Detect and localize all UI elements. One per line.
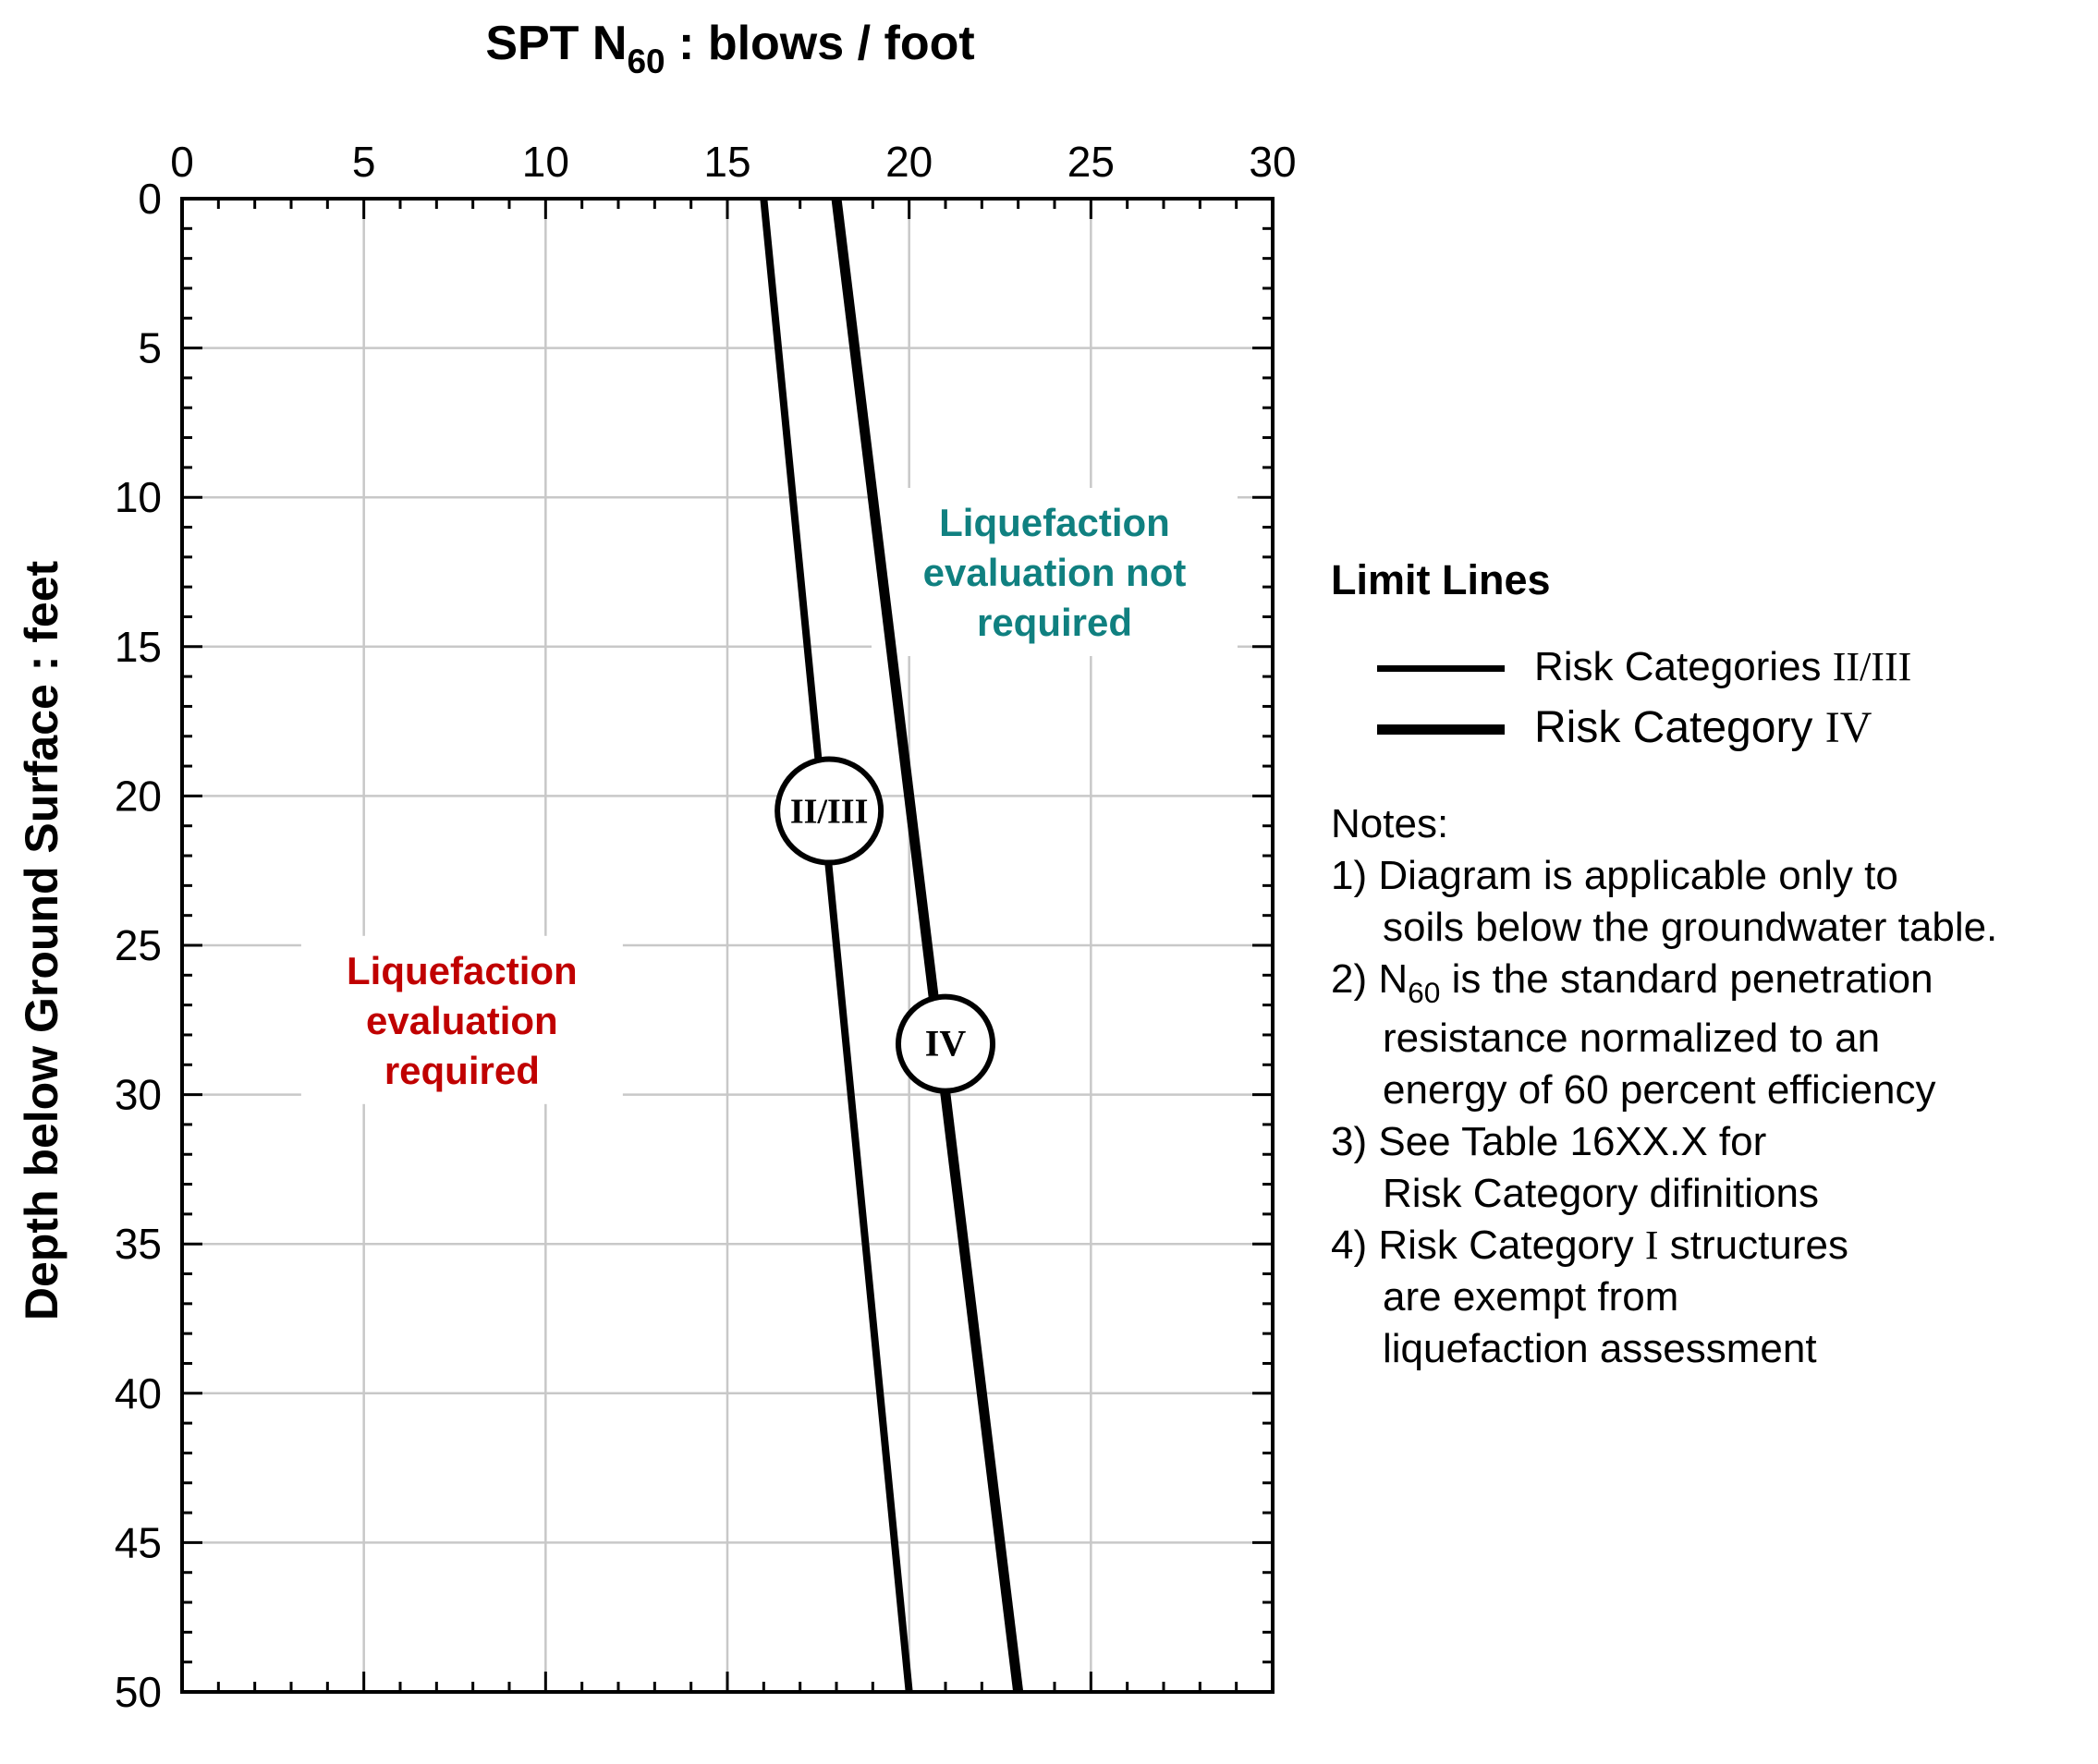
annotation-required-line: evaluation <box>366 999 558 1042</box>
y-axis-label: Depth below Ground Surface : feet <box>16 561 67 1321</box>
note-4: 4) Risk Category I structures <box>1331 1223 1848 1268</box>
annotation-not-required-line: evaluation not <box>923 551 1187 594</box>
legend-label: Risk Category IV <box>1534 703 1872 752</box>
annotation-backgrounds <box>300 488 1238 1104</box>
note-2: 2) N60 is the standard penetration <box>1331 956 1933 1010</box>
y-tick-label: 50 <box>115 1668 162 1716</box>
notes-heading: Notes: <box>1331 801 1449 846</box>
annotation-not-required-line: Liquefaction <box>939 501 1170 544</box>
legend-item-risk-categories-2-3: Risk Categories II/III <box>1377 638 2098 699</box>
y-tick-label: 0 <box>138 175 162 223</box>
note-4-cont: liquefaction assessment <box>1383 1326 1817 1371</box>
note-2-cont: resistance normalized to an <box>1383 1016 1881 1061</box>
series-marker-circle <box>775 756 884 866</box>
y-tick-label: 30 <box>115 1071 162 1119</box>
y-tick-label: 15 <box>115 623 162 671</box>
series-lines <box>760 198 1024 1693</box>
y-tick-label: 25 <box>115 921 162 969</box>
legend-item-risk-category-4: Risk Category IV <box>1377 699 2098 760</box>
y-tick-label: 5 <box>138 324 162 372</box>
y-tick-label: 10 <box>115 473 162 521</box>
x-tick-label: 5 <box>352 138 376 186</box>
annotation-bg-not-required <box>872 488 1238 656</box>
note-1: 1) Diagram is applicable only to <box>1331 853 1898 898</box>
x-tick-label: 25 <box>1067 138 1115 186</box>
y-tick-label: 35 <box>115 1220 162 1268</box>
note-1-cont: soils below the groundwater table. <box>1383 905 1998 950</box>
note-3: 3) See Table 16XX.X for <box>1331 1119 1767 1164</box>
annotation-required-line: required <box>384 1049 540 1092</box>
x-tick-label: 0 <box>170 138 194 186</box>
x-tick-label: 20 <box>885 138 933 186</box>
annotation-required-line: Liquefaction <box>347 949 578 992</box>
legend-title: Limit Lines <box>1331 556 1551 603</box>
note-4-cont: are exempt from <box>1383 1274 1679 1320</box>
y-tick-label: 45 <box>115 1518 162 1566</box>
x-tick-label: 10 <box>522 138 569 186</box>
plot-frame <box>180 197 1275 1694</box>
annotation-bg-required <box>300 935 623 1104</box>
note-3-cont: Risk Category difinitions <box>1383 1171 1819 1216</box>
series-markers: II/III IV <box>775 756 995 1094</box>
series-line-risk-category-4 <box>831 198 1024 1693</box>
legend-panel: Limit Lines Risk Categories II/III Risk … <box>1331 554 2098 1375</box>
y-tick-labels: 0 5 10 15 20 25 30 35 40 45 50 <box>115 175 162 1716</box>
legend-label: Risk Categories II/III <box>1534 644 1912 689</box>
note-2-cont: energy of 60 percent efficiency <box>1383 1067 1936 1113</box>
annotation-not-required-line: required <box>977 601 1132 644</box>
notes: Notes: 1) Diagram is applicable only to … <box>1331 798 2098 1375</box>
y-tick-label: 40 <box>115 1369 162 1417</box>
x-tick-labels: 0 5 10 15 20 25 30 <box>170 138 1296 186</box>
chart-title: SPT N60 : blows / foot <box>485 17 974 80</box>
legend-swatch-thick-line <box>1377 724 1505 735</box>
x-tick-label: 15 <box>703 138 750 186</box>
series-marker-label: IV <box>925 1023 967 1064</box>
y-tick-label: 20 <box>115 772 162 820</box>
annotations: Liquefaction evaluation not required Liquef… <box>347 501 1186 1092</box>
series-line-risk-categories-2-3 <box>760 198 913 1693</box>
series-marker-label: II/III <box>790 793 869 832</box>
legend-swatch-thin-line <box>1377 665 1505 672</box>
x-tick-label: 30 <box>1249 138 1296 186</box>
series-marker-circle <box>896 993 995 1094</box>
